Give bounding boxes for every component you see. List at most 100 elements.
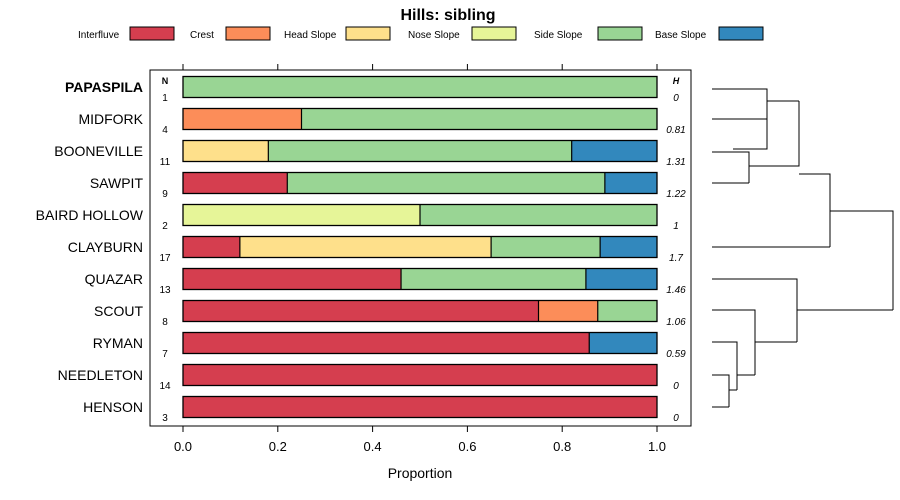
n-value: 2	[162, 221, 168, 232]
h-value: 1.7	[669, 253, 683, 264]
n-value: 14	[159, 381, 171, 392]
bar-row: BAIRD HOLLOW 2 1	[36, 203, 679, 232]
bar-row: MIDFORK 4 0.81	[78, 107, 686, 136]
h-value: 0	[673, 381, 679, 392]
row-label: SCOUT	[94, 303, 143, 319]
bar-segment	[401, 268, 586, 290]
bar-row: CLAYBURN 17 1.7	[68, 235, 683, 264]
bar-segment	[183, 300, 539, 322]
bar-segment	[183, 364, 657, 386]
n-value: 7	[162, 349, 168, 360]
bar-outline	[182, 107, 658, 131]
legend-label: Side Slope	[534, 30, 583, 41]
legend-label: Crest	[190, 30, 214, 41]
bar-row: NEEDLETON 14 0	[58, 363, 679, 392]
row-label: CLAYBURN	[68, 239, 143, 255]
bar-rows: PAPASPILA 1 0 MIDFORK 4 0.81 BOONEVILLE 11 1.31 S…	[36, 75, 686, 424]
plot-frame	[149, 69, 692, 427]
legend-swatch	[129, 26, 175, 41]
bar-segment	[183, 140, 269, 162]
bar-segment	[604, 172, 657, 194]
n-value: 9	[162, 189, 168, 200]
bar-row: PAPASPILA 1 0	[65, 75, 679, 104]
bar-outline	[182, 363, 658, 387]
bar-outline	[182, 395, 658, 419]
h-value: 1.31	[666, 157, 685, 168]
bar-outline	[182, 267, 658, 291]
row-label: HENSON	[83, 399, 143, 415]
bar-row: HENSON 3 0	[83, 395, 679, 424]
h-value: 0.81	[666, 125, 685, 136]
bar-outline	[182, 235, 658, 259]
bar-segment	[420, 204, 657, 226]
h-value: 1.22	[666, 189, 686, 200]
bar-segment	[600, 236, 657, 258]
bar-outline	[182, 75, 658, 99]
bar-segment	[268, 140, 572, 162]
bar-row: QUAZAR 13 1.46	[85, 267, 686, 296]
bar-segment	[287, 172, 605, 194]
bar-segment	[183, 268, 402, 290]
h-value: 1.06	[666, 317, 686, 328]
bar-segment	[183, 108, 302, 130]
bar-outline	[182, 203, 658, 227]
n-value: 17	[159, 253, 171, 264]
legend-swatch	[471, 26, 517, 41]
legend-label: Base Slope	[655, 30, 707, 41]
legend-swatch	[225, 26, 271, 41]
h-value: 0	[673, 413, 679, 424]
bar-segment	[183, 172, 288, 194]
x-axis-label: Proportion	[388, 465, 453, 481]
row-label: RYMAN	[93, 335, 143, 351]
n-value: 4	[162, 125, 168, 136]
bar-outline	[182, 171, 658, 195]
bar-outline	[182, 331, 658, 355]
x-tick-label: 0.8	[553, 439, 571, 454]
h-value: 0.59	[666, 349, 686, 360]
bar-segment	[585, 268, 657, 290]
legend-swatch	[597, 26, 643, 41]
h-value: 1	[673, 221, 679, 232]
bar-row: BOONEVILLE 11 1.31	[54, 139, 686, 168]
n-value: 11	[160, 157, 171, 168]
n-value: 13	[159, 285, 171, 296]
x-tick-label: 0.6	[458, 439, 476, 454]
h-value: 1.46	[666, 285, 686, 296]
x-tick-label: 0.0	[174, 439, 192, 454]
dendrogram-branches	[712, 88, 894, 408]
n-value: 3	[162, 413, 168, 424]
bar-segment	[589, 332, 657, 354]
bar-row: RYMAN 7 0.59	[93, 331, 686, 360]
n-value: 1	[162, 93, 168, 104]
legend-label: Head Slope	[284, 30, 337, 41]
h-column-header: H	[673, 76, 680, 86]
row-label: PAPASPILA	[65, 79, 143, 95]
n-column-header: N	[162, 76, 169, 86]
legend-swatch	[718, 26, 764, 41]
bar-segment	[239, 236, 492, 258]
row-label: BAIRD HOLLOW	[36, 207, 144, 223]
bar-row: SCOUT 8 1.06	[94, 299, 686, 328]
h-value: 0	[673, 93, 679, 104]
bar-segment	[538, 300, 598, 322]
row-label: QUAZAR	[85, 271, 143, 287]
bar-segment	[183, 76, 657, 98]
x-tick-label: 0.4	[364, 439, 382, 454]
bar-segment	[183, 396, 657, 418]
bar-row: SAWPIT 9 1.22	[90, 171, 686, 200]
row-label: NEEDLETON	[58, 367, 143, 383]
x-tick-label: 0.2	[269, 439, 287, 454]
top-axis-ticks	[182, 64, 658, 70]
row-label: BOONEVILLE	[54, 143, 143, 159]
row-label: MIDFORK	[78, 111, 143, 127]
bar-segment	[301, 108, 657, 130]
bar-segment	[183, 332, 590, 354]
bar-outline	[182, 139, 658, 163]
chart-title: Hills: sibling	[400, 7, 495, 24]
bar-segment	[597, 300, 657, 322]
x-tick-label: 1.0	[648, 439, 666, 454]
legend-label: Nose Slope	[408, 30, 460, 41]
dendrogram	[712, 88, 894, 408]
bar-segment	[571, 140, 657, 162]
legend-label: Interfluve	[78, 30, 120, 41]
